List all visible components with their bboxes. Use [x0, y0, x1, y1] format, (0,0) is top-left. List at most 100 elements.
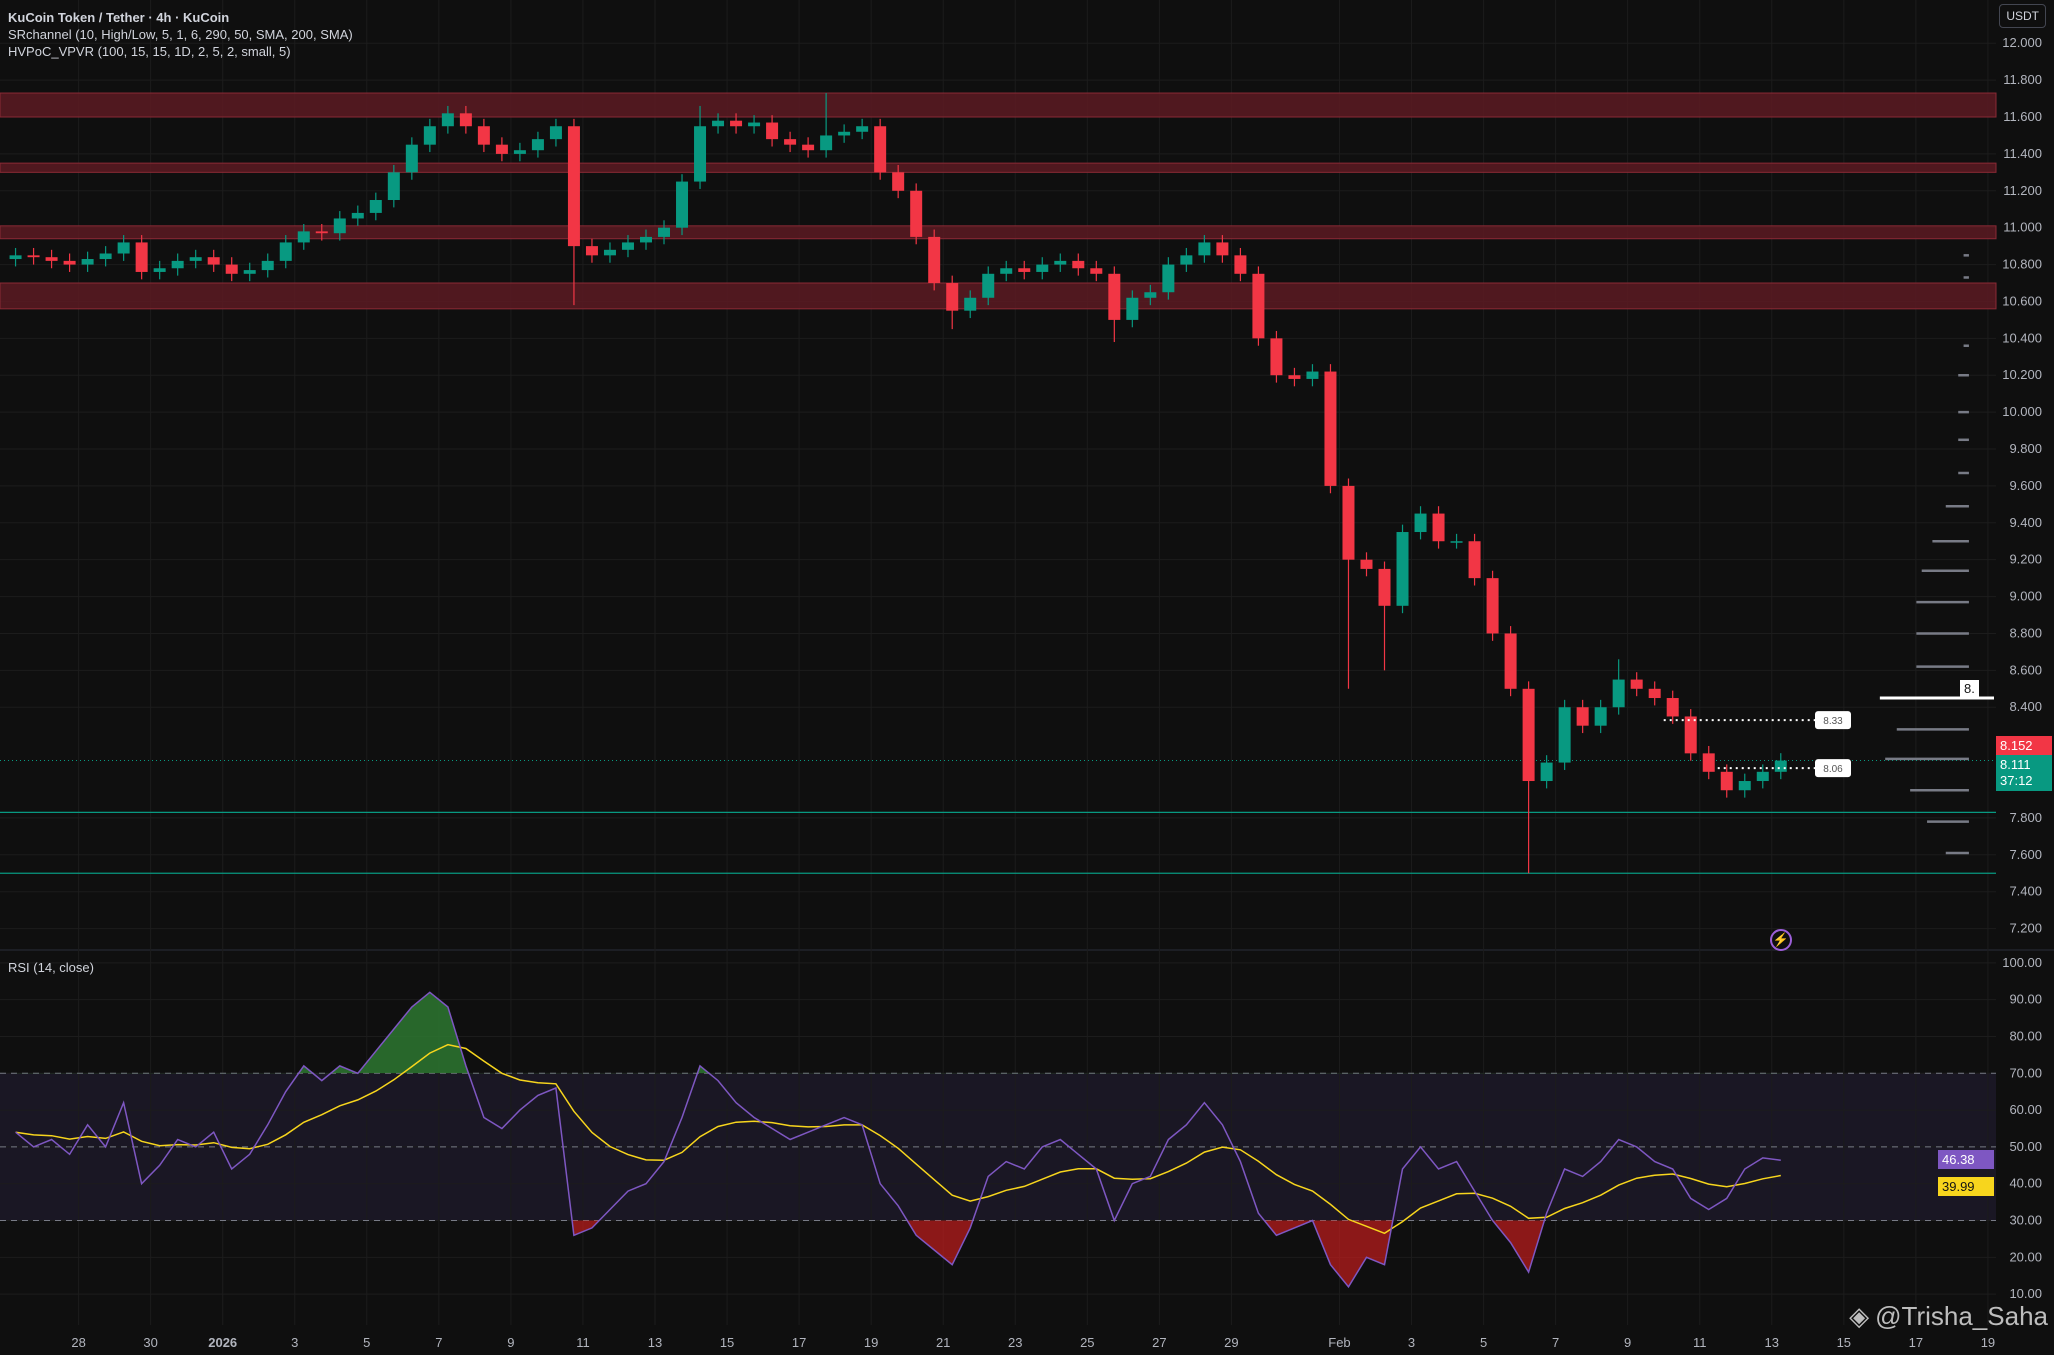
currency-button[interactable]: USDT: [1999, 4, 2046, 28]
candle-body: [189, 257, 202, 261]
y-tick-label: 11.800: [2003, 72, 2042, 87]
candle-body: [1018, 268, 1031, 272]
x-tick-label: 2026: [208, 1335, 237, 1350]
x-tick-label: 13: [1765, 1335, 1779, 1350]
candle-body: [1306, 371, 1319, 379]
candle-body: [1162, 264, 1175, 293]
y-tick-label: 9.600: [2009, 478, 2042, 493]
candle-body: [333, 218, 346, 234]
candle-body: [477, 126, 490, 145]
indicator-srchannel[interactable]: SRchannel (10, High/Low, 5, 1, 6, 290, 5…: [8, 27, 353, 42]
candle-body: [1414, 513, 1427, 533]
candle-body: [639, 236, 652, 243]
candle-body: [1648, 688, 1661, 699]
candle-body: [387, 172, 400, 201]
candle-body: [1738, 781, 1751, 791]
high-price-tag: 8.152: [1996, 736, 2052, 755]
candle-body: [351, 212, 364, 219]
x-tick-label: 19: [1981, 1335, 1995, 1350]
rsi-ma-line: [15, 1043, 1781, 1235]
symbol-title[interactable]: KuCoin Token / Tether · 4h · KuCoin: [8, 10, 230, 25]
candle-body: [171, 260, 184, 269]
x-tick-label: 15: [1837, 1335, 1851, 1350]
candle-body: [495, 144, 508, 154]
candle-body: [1234, 255, 1247, 274]
candle-body: [1486, 578, 1499, 634]
candle-body: [135, 242, 148, 272]
candle-body: [1216, 242, 1229, 256]
x-tick-label: 11: [1693, 1335, 1707, 1350]
y-tick-label: 11.200: [2003, 183, 2042, 198]
candle-body: [1252, 273, 1265, 339]
x-tick-label: 29: [1224, 1335, 1238, 1350]
candle-body: [730, 120, 743, 127]
x-tick-label: 30: [143, 1335, 157, 1350]
y-tick-label: 10.400: [2002, 330, 2042, 345]
candle-body: [225, 264, 238, 274]
candle-body: [117, 242, 130, 254]
candle-body: [784, 139, 797, 145]
rsi-oversold-fill: [15, 1220, 1781, 1287]
candle-body: [9, 255, 22, 260]
level-label: 8.06: [1823, 764, 1843, 775]
candle-body: [1612, 679, 1625, 708]
y-tick-label: 11.600: [2003, 109, 2042, 124]
x-tick-label: 23: [1008, 1335, 1022, 1350]
x-tick-label: 13: [648, 1335, 662, 1350]
y-tick-label: 11.400: [2003, 146, 2042, 161]
y-tick-label: 11.000: [2003, 220, 2042, 235]
candle-body: [81, 259, 94, 265]
x-tick-label: 19: [864, 1335, 878, 1350]
candle-body: [1666, 698, 1679, 717]
candle-body: [1576, 707, 1589, 726]
candle-body: [982, 273, 995, 298]
candle-body: [297, 231, 310, 243]
rsi-legend[interactable]: RSI (14, close): [8, 960, 94, 975]
rsi-tick-label: 70.00: [2009, 1065, 2042, 1080]
candle-body: [1684, 716, 1697, 754]
sr-zone: [0, 225, 1997, 240]
candle-body: [1594, 707, 1607, 726]
candle-body: [621, 242, 634, 250]
candle-body: [531, 139, 544, 151]
lightning-icon[interactable]: ⚡: [1770, 929, 1792, 951]
candle-body: [1774, 760, 1787, 772]
y-tick-label: 10.200: [2002, 367, 2042, 382]
candle-body: [63, 260, 76, 265]
candle-body: [856, 126, 869, 132]
candle-body: [405, 144, 418, 173]
indicator-hvpoc-vpvr[interactable]: HVPoC_VPVR (100, 15, 15, 1D, 2, 5, 2, sm…: [8, 44, 291, 59]
candle-body: [1072, 260, 1085, 269]
bar-countdown: 37:12: [2000, 773, 2033, 788]
x-tick-label: 3: [1408, 1335, 1415, 1350]
level-label: 8.33: [1823, 716, 1843, 727]
candle-body: [1054, 260, 1067, 265]
last-price-tag: 8.111 37:12: [1996, 755, 2052, 791]
candle-body: [99, 253, 112, 260]
candle-body: [1198, 242, 1211, 256]
x-tick-label: 7: [435, 1335, 442, 1350]
rsi-ma-tag: 39.99: [1938, 1177, 1994, 1196]
y-tick-label: 10.800: [2002, 257, 2042, 272]
y-tick-label: 9.800: [2009, 441, 2042, 456]
candle-body: [1144, 292, 1157, 298]
candle-body: [1756, 771, 1769, 782]
candle-body: [1720, 771, 1733, 791]
last-price: 8.111: [2000, 757, 2031, 772]
y-tick-label: 8.600: [2009, 662, 2042, 677]
binance-logo-icon: ◈: [1849, 1301, 1870, 1331]
candle-body: [567, 126, 580, 247]
candle-body: [1378, 568, 1391, 606]
sr-zone: [0, 162, 1997, 173]
x-tick-label: 9: [1624, 1335, 1631, 1350]
candle-body: [315, 231, 328, 234]
x-tick-label: 27: [1152, 1335, 1166, 1350]
x-tick-label: 15: [720, 1335, 734, 1350]
rsi-tick-label: 20.00: [2009, 1249, 2042, 1264]
candle-body: [513, 150, 526, 154]
y-tick-label: 7.600: [2009, 847, 2042, 862]
candle-body: [1702, 753, 1715, 772]
candle-body: [1270, 338, 1283, 376]
candle-body: [676, 181, 689, 228]
